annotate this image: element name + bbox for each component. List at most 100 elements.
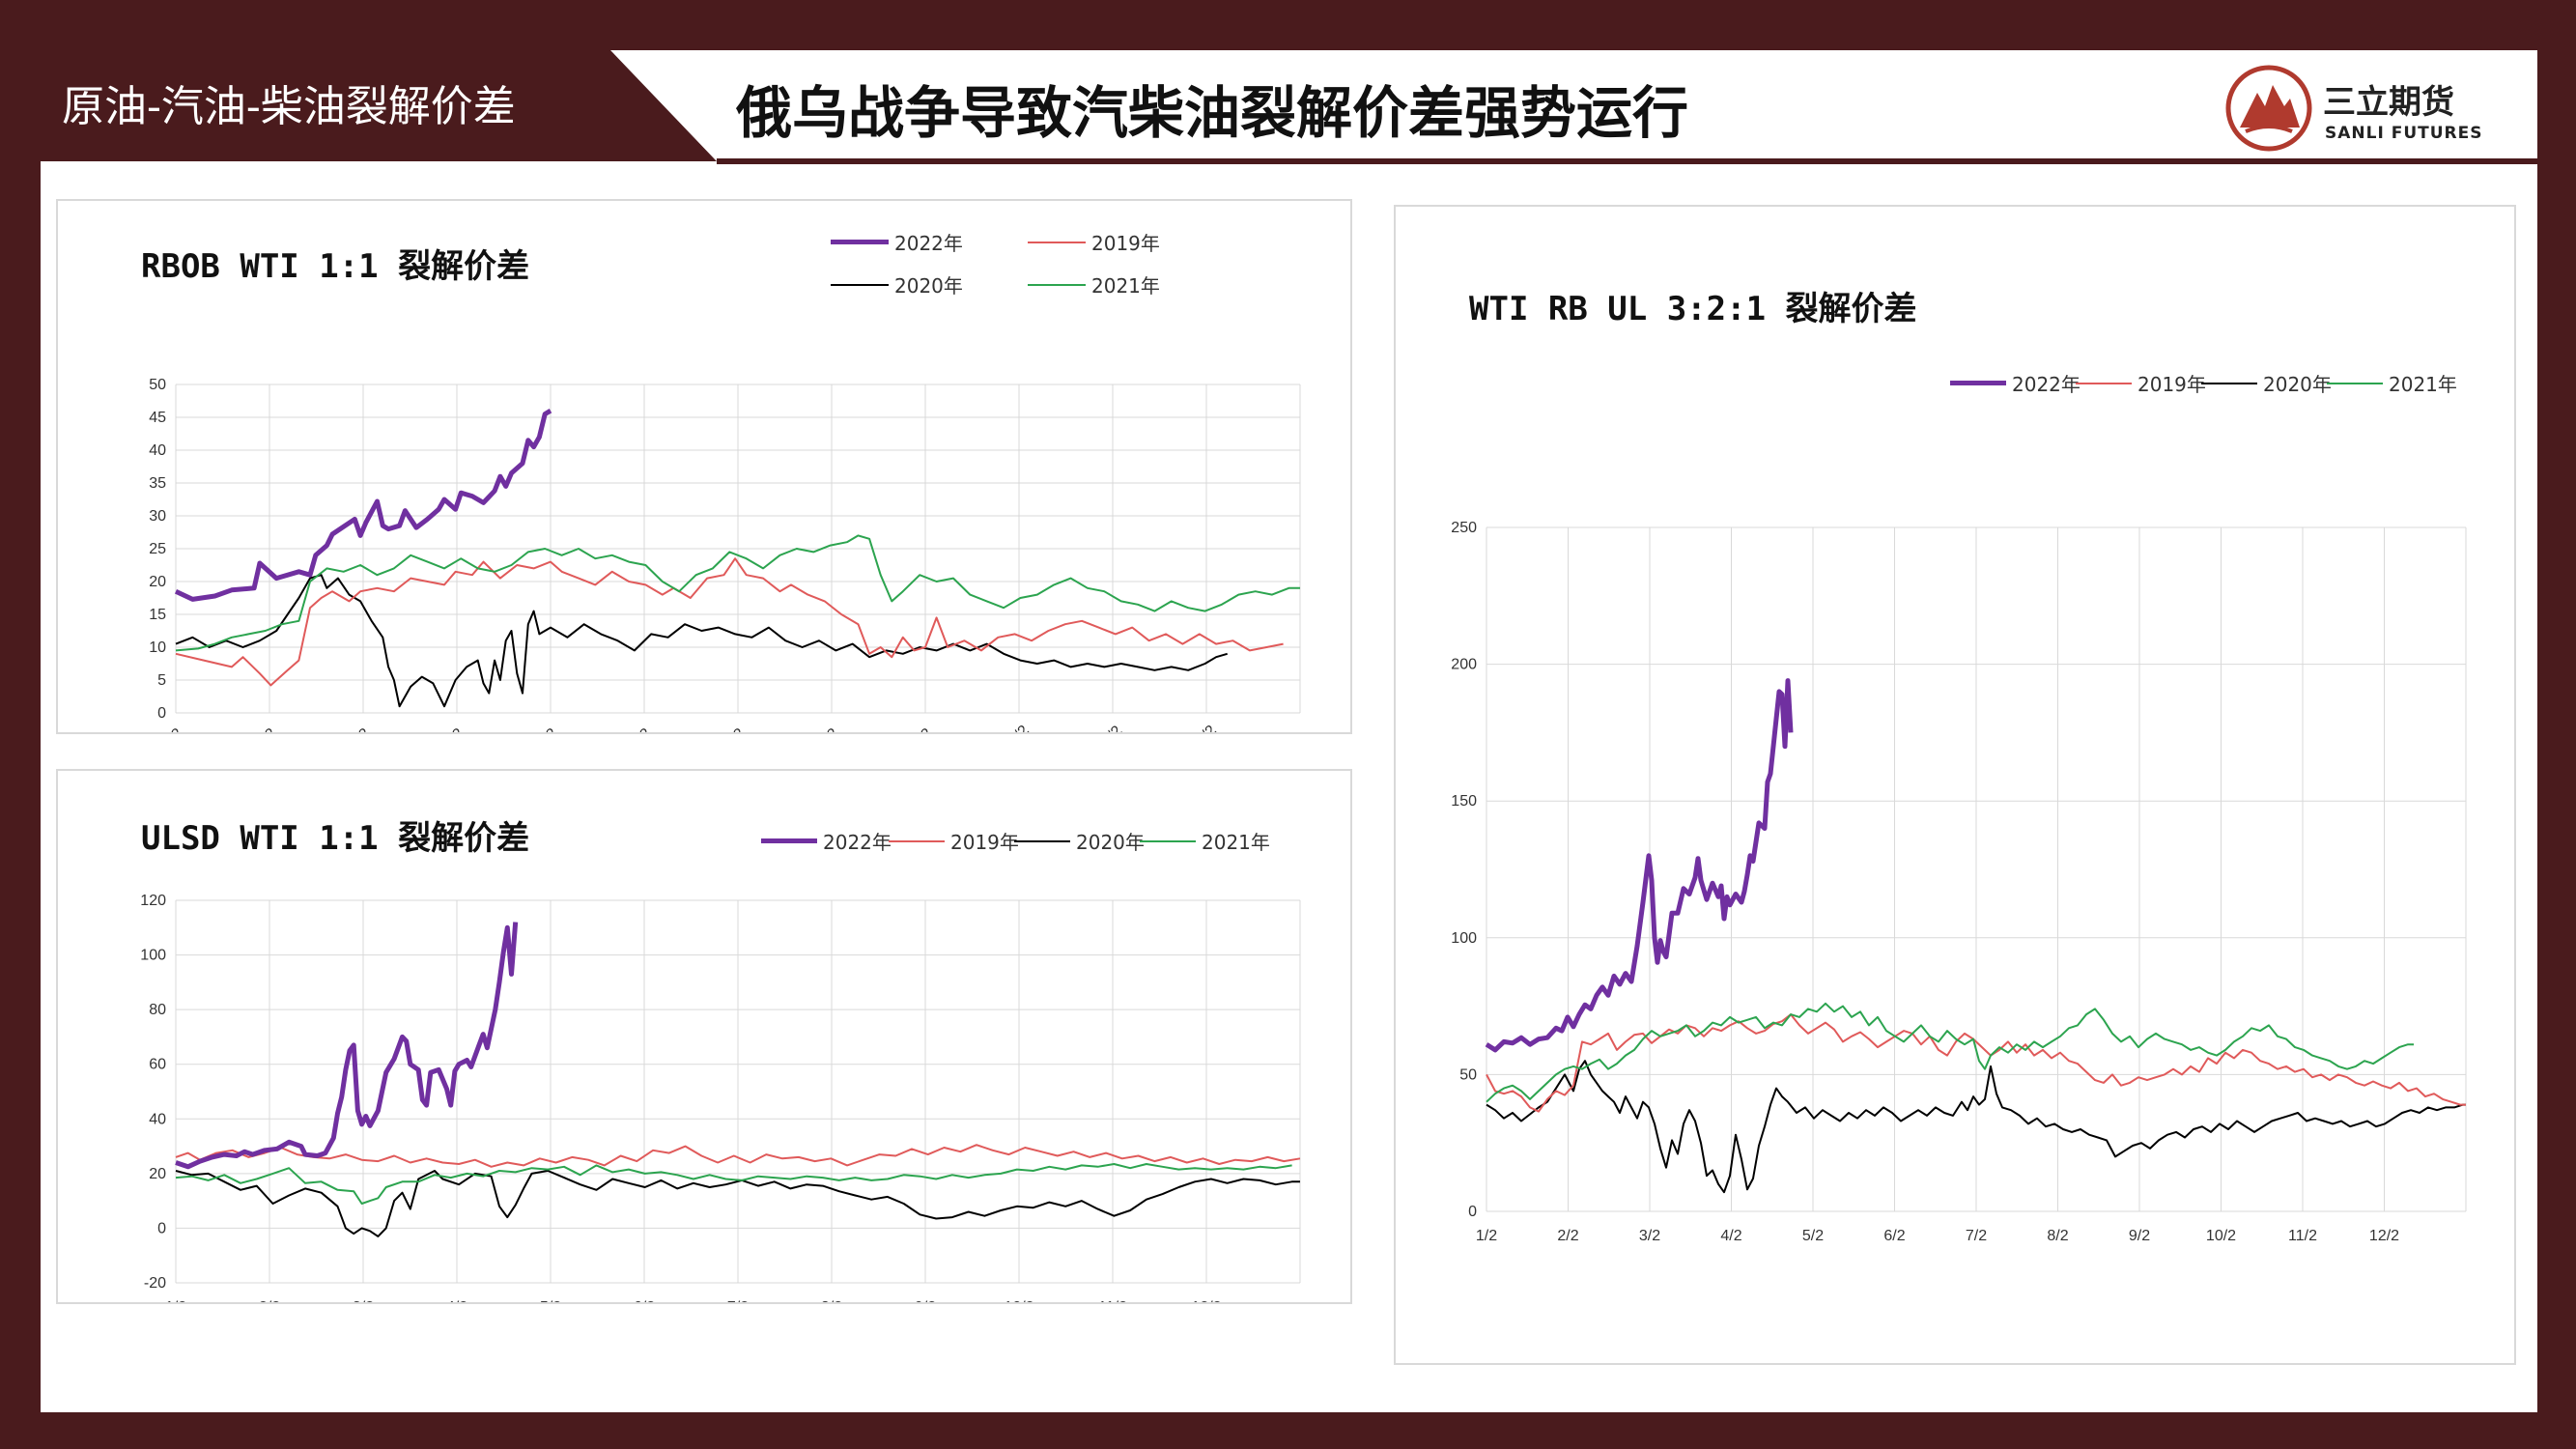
y-tick-label: 20: [149, 574, 166, 590]
legend-label: 2022年: [894, 232, 963, 255]
slide: 原油-汽油-柴油裂解价差 俄乌战争导致汽柴油裂解价差强势运行 三立期货 SANL…: [41, 50, 2537, 1412]
legend-label: 2022年: [2012, 373, 2081, 396]
y-tick-label: 0: [157, 705, 166, 722]
series-line-2021年: [1486, 1002, 2414, 1103]
section-tab: 原油-汽油-柴油裂解价差: [41, 50, 717, 161]
series-line-2020年: [175, 574, 1228, 708]
y-tick-label: 45: [149, 410, 166, 426]
x-tick-label: 1/2: [165, 1299, 186, 1302]
y-tick-label: 80: [149, 1002, 166, 1018]
chart-title: RBOB WTI 1:1 裂解价差: [141, 247, 530, 286]
y-tick-label: 100: [1451, 930, 1477, 947]
y-tick-label: 0: [157, 1220, 166, 1236]
x-tick-label: 4/2: [440, 725, 467, 732]
mountain-logo-icon: [2225, 65, 2312, 152]
y-tick-label: 40: [149, 442, 166, 459]
logo-text-en: SANLI FUTURES: [2325, 124, 2483, 143]
y-tick-label: 30: [149, 508, 166, 525]
legend-item-2020: 2020年: [1014, 827, 1145, 855]
legend-swatch: [1014, 839, 1070, 842]
x-tick-label: 4/2: [1720, 1228, 1741, 1244]
chart-panel-rbob: RBOB WTI 1:1 裂解价差 2022年 2019年 2020年 2021…: [56, 199, 1352, 734]
legend-swatch: [761, 838, 817, 843]
chart-plot-ulsd: -20 0 20 40 60 80 100 120 1/2 2/2 3/2 4/2 5/2 6/2 7/2 8…: [140, 893, 1301, 1302]
x-tick-label: 12/2: [1191, 1299, 1221, 1302]
legend-swatch: [1140, 839, 1196, 842]
legend-item-2019: 2019年: [2076, 369, 2206, 397]
legend-item-2022: 2022年: [761, 827, 892, 855]
x-tick-label: 6/2: [628, 725, 655, 732]
x-tick-label: 6/2: [634, 1299, 655, 1302]
x-tick-label: 5/2: [534, 725, 561, 732]
y-tick-label: 100: [140, 948, 166, 964]
legend-swatch: [2076, 382, 2132, 384]
x-tick-label: 11/2: [2288, 1228, 2317, 1244]
x-tick-label: 11/2: [1098, 1299, 1127, 1302]
legend-swatch: [1028, 283, 1086, 286]
legend-label: 2022年: [823, 831, 892, 854]
y-tick-label: 150: [1451, 793, 1477, 810]
x-tick-label: 7/2: [722, 725, 749, 732]
y-tick-label: 50: [1459, 1066, 1477, 1083]
legend-item-2020: 2020年: [831, 270, 963, 298]
x-tick-label: 10/2: [1000, 723, 1033, 732]
x-tick-label: 10/2: [1004, 1299, 1033, 1302]
logo-text-cn: 三立期货: [2323, 83, 2454, 122]
y-tick-label: 250: [1451, 520, 1477, 536]
x-tick-label: 9/2: [2129, 1228, 2150, 1244]
series-line-2020年: [1486, 1060, 2466, 1194]
series-line-2022年: [175, 922, 519, 1170]
legend-swatch: [831, 240, 889, 244]
x-tick-label: 1/2: [159, 725, 186, 732]
page-title: 俄乌战争导致汽柴油裂解价差强势运行: [736, 80, 1689, 146]
x-tick-label: 3/2: [347, 725, 374, 732]
y-tick-label: 35: [149, 475, 166, 492]
legend-swatch: [2201, 382, 2257, 384]
section-label: 原油-汽油-柴油裂解价差: [62, 82, 516, 131]
y-tick-label: 0: [1468, 1204, 1477, 1220]
company-logo: 三立期货 SANLI FUTURES: [2219, 60, 2537, 156]
chart-title: WTI RB UL 3:2:1 裂解价差: [1469, 290, 1917, 328]
x-tick-label: 2/2: [259, 1299, 280, 1302]
legend-swatch: [831, 283, 889, 286]
x-tick-label: 4/2: [446, 1299, 467, 1302]
series-line-2020年: [175, 1170, 1300, 1237]
x-tick-label: 8/2: [2047, 1228, 2068, 1244]
header-rule: [717, 158, 2537, 164]
series-line-2021年: [175, 534, 1300, 652]
y-tick-label: 40: [149, 1111, 166, 1127]
legend-item-2019: 2019年: [889, 827, 1019, 855]
x-tick-label: 7/2: [727, 1299, 749, 1302]
legend-label: 2020年: [1076, 831, 1145, 854]
y-tick-label: 15: [149, 607, 166, 623]
x-tick-label: 2/2: [1557, 1228, 1578, 1244]
y-tick-label: 10: [149, 639, 166, 656]
y-tick-label: 60: [149, 1057, 166, 1073]
x-tick-label: 7/2: [1966, 1228, 1987, 1244]
series-line-2022年: [174, 409, 552, 602]
chart-plot-wti-321: 0 50 100 150 200 250 1/2 2/2 3/2 4/2 5/2 6/2 7/2 8/2 9…: [1451, 520, 2467, 1244]
legend-item-2022: 2022年: [1950, 369, 2081, 397]
legend-label: 2021年: [2389, 373, 2457, 396]
x-tick-label: 8/2: [815, 725, 842, 732]
series-line-2019年: [175, 1144, 1301, 1168]
y-tick-label: 5: [157, 672, 166, 689]
chart-title: ULSD WTI 1:1 裂解价差: [141, 819, 530, 858]
x-tick-label: 11/2: [1093, 723, 1125, 732]
legend-item-2019: 2019年: [1028, 228, 1160, 256]
y-tick-label: 50: [149, 377, 166, 393]
legend-swatch: [1028, 241, 1086, 243]
y-tick-label: 120: [140, 893, 166, 909]
legend-label: 2021年: [1091, 274, 1160, 298]
series-line-2021年: [175, 1163, 1292, 1205]
x-tick-label: 9/2: [909, 725, 936, 732]
legend-item-2021: 2021年: [1028, 270, 1160, 298]
y-tick-label: 25: [149, 541, 166, 557]
legend-item-2021: 2021年: [1140, 827, 1270, 855]
legend-label: 2019年: [950, 831, 1019, 854]
y-tick-label: 20: [149, 1166, 166, 1182]
series-line-2022年: [1485, 678, 1794, 1053]
legend-swatch: [2327, 382, 2383, 384]
x-tick-label: 5/2: [1802, 1228, 1824, 1244]
x-tick-label: 3/2: [1639, 1228, 1660, 1244]
